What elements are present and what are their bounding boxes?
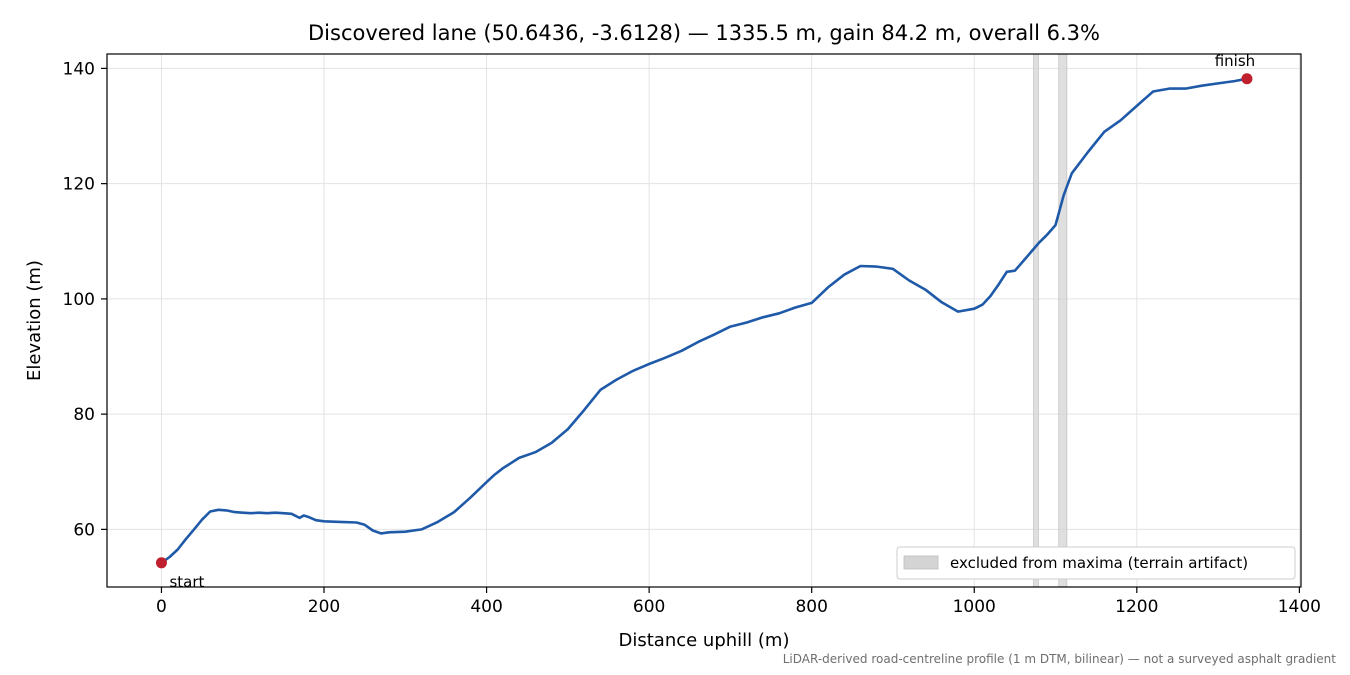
start-label: start <box>169 573 204 591</box>
legend-swatch <box>903 555 939 570</box>
y-tick-label: 60 <box>73 520 95 540</box>
axis-ticks: 0 200 400 600 800 1000 1200 1400 60 80 100 120 140 <box>63 59 1321 617</box>
excluded-band <box>1033 53 1039 588</box>
x-tick-label: 0 <box>156 597 167 617</box>
grid <box>107 54 1301 587</box>
plot-frame <box>106 53 1302 588</box>
y-tick-label: 140 <box>63 59 95 79</box>
x-tick-label: 200 <box>308 597 340 617</box>
start-marker <box>155 557 167 569</box>
finish-label: finish <box>1215 52 1255 70</box>
x-tick-label: 1000 <box>953 597 996 617</box>
x-tick-label: 400 <box>470 597 502 617</box>
finish-marker <box>1241 73 1253 85</box>
legend-box <box>896 546 1296 580</box>
x-tick-label: 600 <box>633 597 665 617</box>
x-axis-label: Distance uphill (m) <box>619 630 790 651</box>
x-tick-label: 800 <box>795 597 827 617</box>
excluded-band <box>1058 53 1068 588</box>
footnote: LiDAR-derived road-centreline profile (1… <box>782 652 1336 666</box>
legend: excluded from maxima (terrain artifact) <box>896 546 1296 580</box>
x-tick-label: 1200 <box>1115 597 1158 617</box>
y-axis-label: Elevation (m) <box>24 260 45 381</box>
excluded-bands <box>1033 53 1068 588</box>
y-tick-label: 120 <box>63 175 95 195</box>
x-tick-label: 1400 <box>1278 597 1321 617</box>
data-line-layer <box>160 77 1248 565</box>
endpoint-markers: start finish <box>155 52 1255 591</box>
chart-title: Discovered lane (50.6436, -3.6128) — 133… <box>308 21 1100 45</box>
elevation-line <box>160 77 1248 565</box>
y-tick-label: 100 <box>63 290 95 310</box>
legend-label: excluded from maxima (terrain artifact) <box>950 554 1248 572</box>
y-tick-label: 80 <box>73 405 95 425</box>
